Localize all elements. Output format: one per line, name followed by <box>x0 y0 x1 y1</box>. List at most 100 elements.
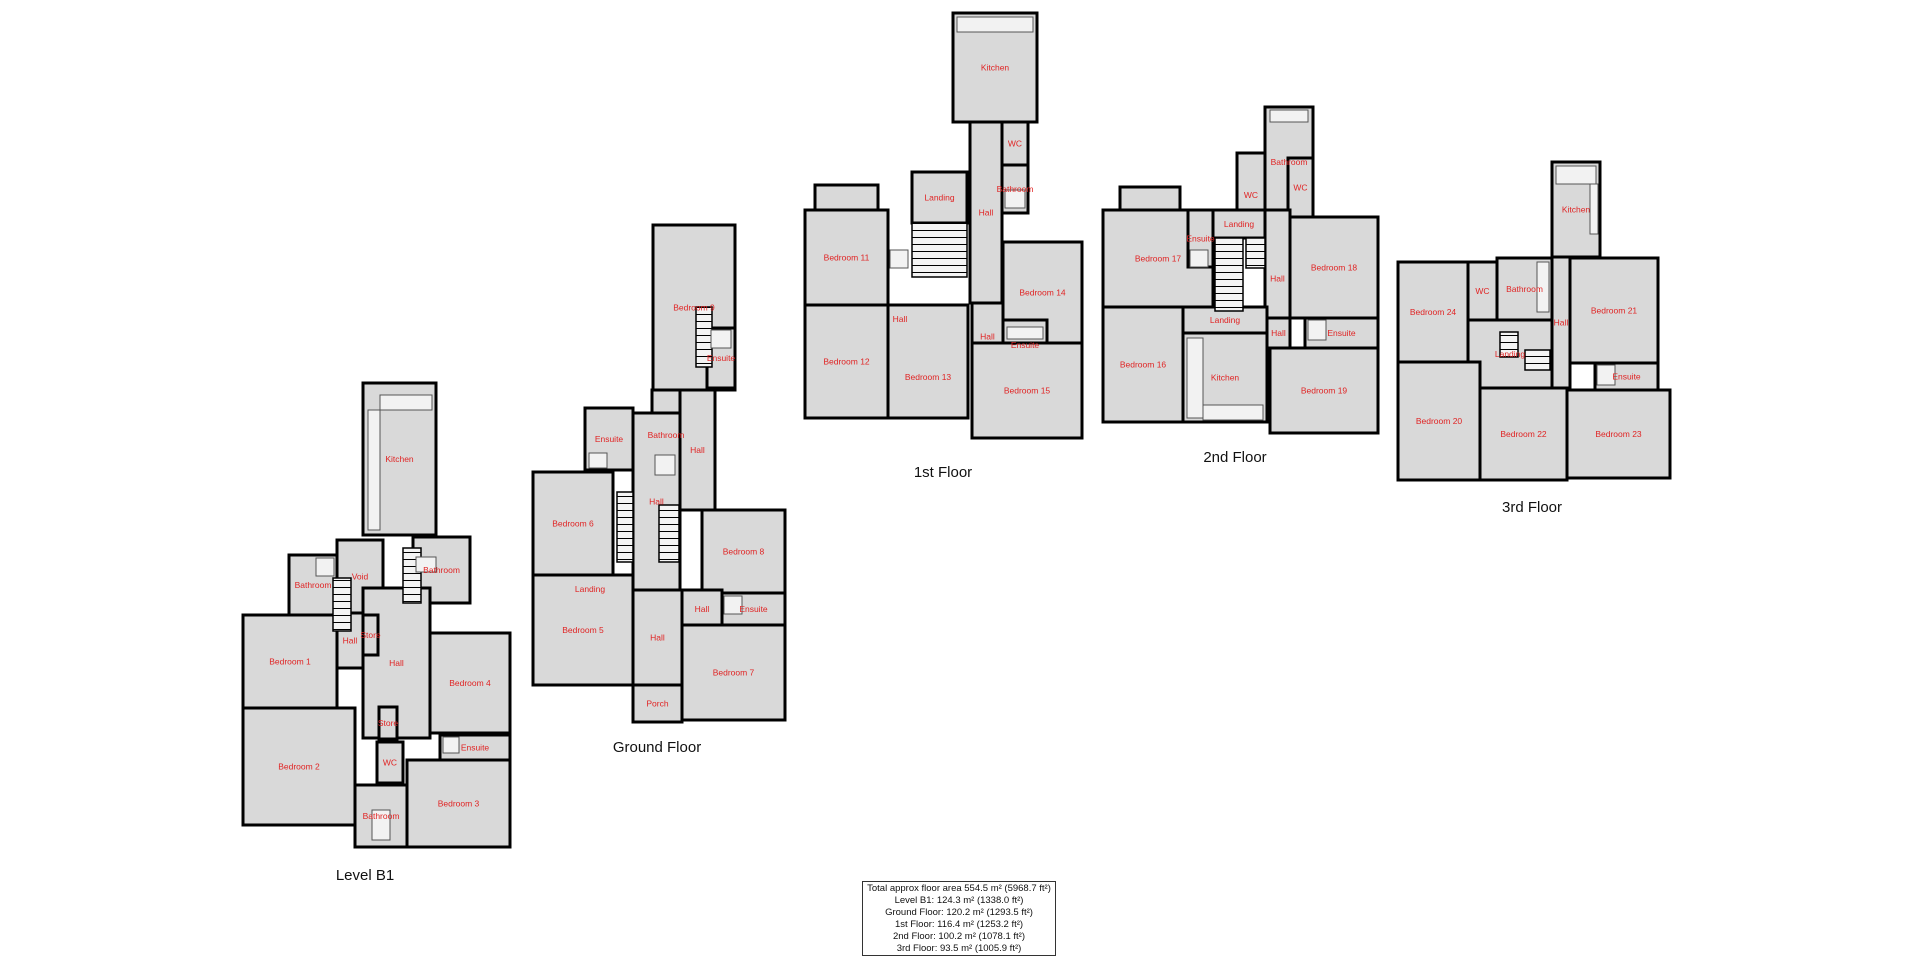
room-ground-12 <box>631 683 684 724</box>
room-label: Hall <box>1271 328 1286 338</box>
room-label: Ensuite <box>1327 328 1356 338</box>
area-third-floor: 3rd Floor: 93.5 m² (1005.9 ft²) <box>896 943 1022 954</box>
room-label: Hall <box>649 497 664 507</box>
room-label: Bathroom <box>423 565 460 575</box>
room-ground-11 <box>631 588 684 687</box>
shower-tray <box>723 595 743 615</box>
room-label: Landing <box>924 193 955 203</box>
room-label: Bedroom 4 <box>449 678 491 688</box>
room-third-10 <box>1565 388 1672 480</box>
room-b1-5 <box>241 706 357 827</box>
room-label: Ensuite <box>707 353 736 363</box>
room-label: Bedroom 14 <box>1019 288 1066 298</box>
room-label: Bedroom 6 <box>552 519 594 529</box>
floor-area-summary: Total approx floor area 554.5 m² (5968.7… <box>862 881 1056 956</box>
room-label: Kitchen <box>385 454 414 464</box>
room-label: Hall <box>690 445 705 455</box>
room-b1-9 <box>405 758 512 849</box>
shower-tray <box>1596 364 1616 386</box>
shower-tray <box>710 329 732 349</box>
area-second-floor: 2nd Floor: 100.2 m² (1078.1 ft²) <box>892 931 1025 942</box>
room-label: Bedroom 1 <box>269 657 311 667</box>
room-label: Bedroom 5 <box>562 625 604 635</box>
room-label: Ensuite <box>1186 234 1215 244</box>
room-label: Landing <box>575 584 606 594</box>
room-label: Kitchen <box>981 63 1010 73</box>
room-second-13 <box>1265 316 1292 350</box>
room-ground-4 <box>531 470 615 577</box>
room-label: Hall <box>695 604 710 614</box>
room-label: Bedroom 7 <box>713 668 755 678</box>
room-label: Bedroom 17 <box>1135 254 1182 264</box>
room-label: Ensuite <box>1612 372 1641 382</box>
area-level-b1: Level B1: 124.3 m² (1338.0 ft²) <box>894 895 1024 906</box>
room-label: Bedroom 8 <box>723 547 765 557</box>
stairs-icon <box>1524 349 1551 371</box>
stairs-icon <box>1245 237 1266 269</box>
kitchen-worktop <box>1202 404 1264 421</box>
area-first-floor: 1st Floor: 116.4 m² (1253.2 ft²) <box>894 919 1024 930</box>
room-label: Ensuite <box>739 604 768 614</box>
room-label: Hall <box>980 332 995 342</box>
room-label: WC <box>383 758 397 768</box>
room-label: Hall <box>979 208 994 218</box>
kitchen-worktop <box>1589 183 1599 235</box>
shower-tray <box>1004 189 1026 209</box>
kitchen-worktop <box>956 16 1034 33</box>
room-b1-13 <box>361 613 380 657</box>
room-label: Bedroom 2 <box>278 762 320 772</box>
bath-tub <box>1006 326 1044 340</box>
room-label: Bedroom 21 <box>1591 306 1638 316</box>
room-label: Bedroom 18 <box>1311 263 1358 273</box>
room-label: WC <box>1475 286 1489 296</box>
room-second-7 <box>1288 215 1380 320</box>
shower-tray <box>315 557 335 577</box>
room-label: WC <box>1244 190 1258 200</box>
room-label: Ensuite <box>461 743 490 753</box>
shower-tray <box>442 736 460 754</box>
stairs-icon <box>1499 331 1519 358</box>
room-label: Landing <box>1210 315 1241 325</box>
floor-label-b1: Level B1 <box>336 867 394 884</box>
kitchen-worktop <box>1186 337 1204 419</box>
room-label: Bedroom 11 <box>824 253 870 263</box>
room-label: Ensuite <box>1011 340 1040 350</box>
stairs-icon <box>402 547 422 604</box>
room-label: Bedroom 12 <box>823 357 870 367</box>
bay-window <box>1118 185 1182 212</box>
room-second-8 <box>1101 305 1185 424</box>
room-label: WC <box>1293 183 1307 193</box>
room-first-8 <box>886 303 970 420</box>
bath-tub <box>371 809 391 841</box>
stairs-icon <box>616 491 634 563</box>
stairs-icon <box>1214 237 1244 312</box>
room-label: Bathroom <box>648 430 685 440</box>
floor-label-second: 2nd Floor <box>1203 449 1266 466</box>
room-label: Bedroom 20 <box>1416 416 1463 426</box>
room-label: Kitchen <box>1562 205 1591 215</box>
room-label: Hall <box>1270 274 1285 284</box>
room-label: Bedroom 19 <box>1301 386 1348 396</box>
bath-tub <box>1269 109 1309 123</box>
shower-tray <box>415 556 437 573</box>
room-ground-8 <box>700 508 787 595</box>
room-label: Porch <box>646 699 668 709</box>
room-label: Landing <box>1495 349 1526 359</box>
room-b1-14 <box>377 705 399 741</box>
room-label: Bathroom <box>1506 284 1543 294</box>
stairs-icon <box>332 577 352 632</box>
stairs-icon <box>911 222 968 278</box>
shower-tray <box>654 454 676 476</box>
room-b1-7 <box>428 631 512 735</box>
room-first-3 <box>968 120 1004 305</box>
area-ground-floor: Ground Floor: 120.2 m² (1293.5 ft²) <box>885 907 1033 918</box>
shower-tray <box>1189 249 1209 268</box>
room-label: Ensuite <box>595 434 624 444</box>
room-ground-7 <box>678 388 717 512</box>
room-second-12 <box>1268 346 1380 435</box>
room-label: Bathroom <box>363 811 400 821</box>
stairs-icon <box>658 504 680 563</box>
room-label: Bathroom <box>1271 157 1308 167</box>
room-label: Store <box>360 630 381 640</box>
